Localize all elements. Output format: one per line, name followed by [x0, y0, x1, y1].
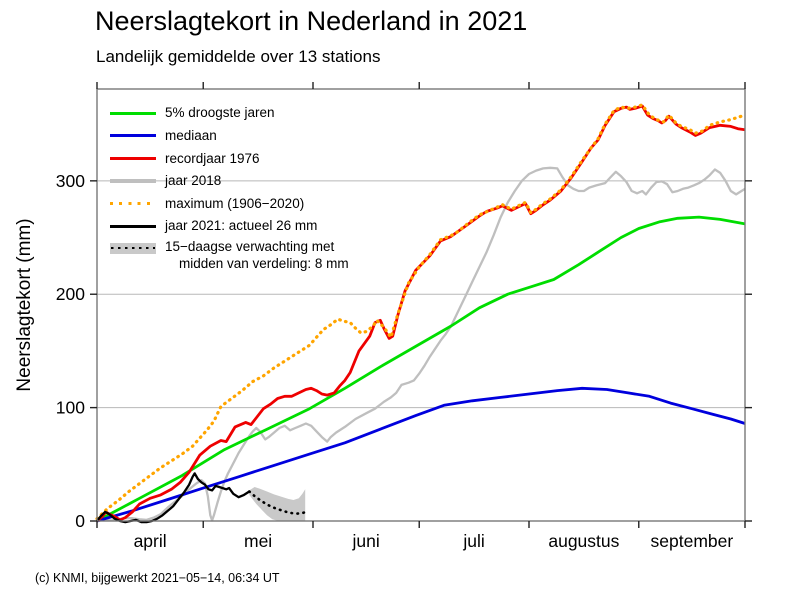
legend-item-3: recordjaar 1976 — [110, 147, 349, 170]
legend-swatch-solid — [110, 179, 156, 183]
legend-item-7: 15−daagse verwachting met midden van verd… — [110, 238, 349, 274]
legend-swatch-solid — [110, 134, 156, 138]
plot-frame — [96, 88, 746, 522]
legend-item-5: maximum (1906−2020) — [110, 192, 349, 215]
forecast-band — [249, 487, 306, 521]
legend-label: jaar 2021: actueel 26 mm — [165, 218, 318, 234]
legend-label: 5% droogste jaren — [165, 105, 275, 121]
legend-swatch-dotted — [110, 202, 156, 206]
legend-swatch-band — [110, 242, 156, 254]
y-tick-label: 0 — [75, 511, 85, 531]
series-maximum-1906-2020 — [95, 103, 747, 521]
x-tick-label: mei — [244, 531, 272, 551]
x-tick-label: april — [134, 531, 167, 551]
legend-band-dots — [111, 246, 155, 250]
legend-label: jaar 2018 — [165, 173, 222, 189]
legend-item-4: jaar 2018 — [110, 170, 349, 193]
y-tick-label: 100 — [56, 398, 85, 418]
legend-swatch-solid — [110, 156, 156, 161]
page-subtitle: Landelijk gemiddelde over 13 stations — [96, 47, 381, 66]
series-droogste-5pct — [96, 215, 746, 523]
series-recordjaar-1976 — [96, 104, 746, 523]
legend-item-2: mediaan — [110, 125, 349, 148]
legend: 5% droogste jaren mediaan recordjaar 1976 j… — [110, 102, 349, 273]
page-title: Neerslagtekort in Nederland in 2021 — [95, 6, 528, 36]
series-mediaan — [96, 386, 746, 523]
x-tick-label: juni — [351, 531, 379, 551]
legend-swatch-solid — [110, 111, 156, 115]
footer-credit: (c) KNMI, bijgewerkt 2021−05−14, 06:34 U… — [35, 571, 280, 585]
y-tick-label: 300 — [56, 171, 85, 191]
x-tick-label: juli — [462, 531, 484, 551]
legend-label: maximum (1906−2020) — [165, 195, 305, 211]
legend-label: 15−daagse verwachting met midden van verd… — [165, 238, 349, 272]
legend-item-1: 5% droogste jaren — [110, 102, 349, 125]
legend-item-6: jaar 2021: actueel 26 mm — [110, 215, 349, 238]
x-tick-label: september — [651, 531, 734, 551]
series-jaar-2018 — [96, 166, 746, 523]
series-verwachting-mediaan — [248, 490, 308, 515]
legend-swatch-solid — [110, 224, 156, 228]
x-tick-label: augustus — [548, 531, 619, 551]
legend-label: recordjaar 1976 — [165, 150, 260, 166]
y-tick-label: 200 — [56, 284, 85, 304]
series-jaar-2021 — [96, 472, 250, 524]
legend-label: mediaan — [165, 127, 217, 143]
y-axis-label: Neerslagtekort (mm) — [14, 218, 35, 391]
